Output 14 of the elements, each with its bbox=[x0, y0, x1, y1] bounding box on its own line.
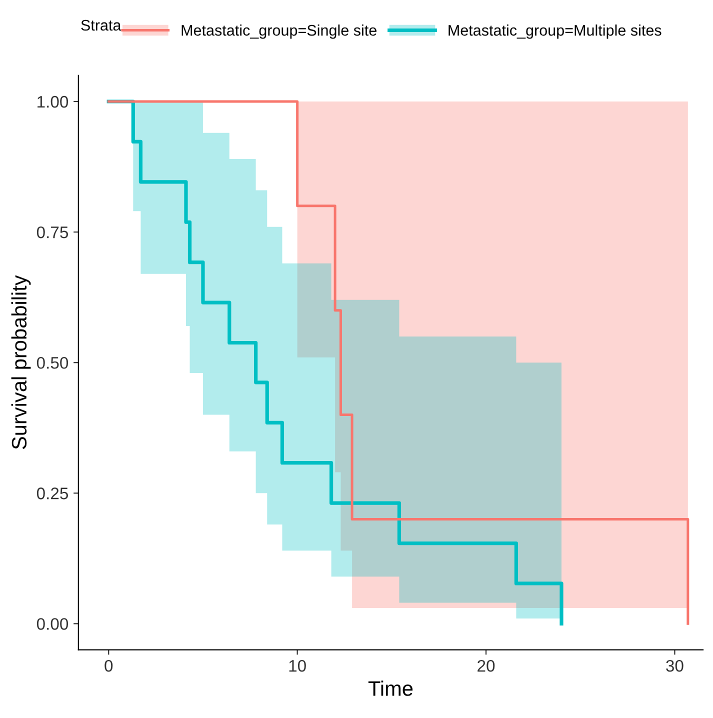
x-axis-title: Time bbox=[368, 680, 413, 696]
legend-title: Strata bbox=[81, 20, 122, 31]
y-tick-label: 0.50 bbox=[36, 356, 68, 369]
y-tick-label: 1.00 bbox=[38, 96, 68, 108]
x-tick-label: 10 bbox=[289, 660, 306, 672]
legend-label: Metastatic_group=Multiple sites bbox=[448, 24, 662, 39]
y-tick-label: 0.75 bbox=[36, 226, 68, 238]
y-tick-label: 0.00 bbox=[36, 618, 68, 630]
legend-label: Metastatic_group=Single site bbox=[182, 24, 376, 39]
x-tick-label: 30 bbox=[666, 660, 684, 672]
x-tick-label: 20 bbox=[478, 660, 495, 672]
x-tick-label: 0 bbox=[104, 660, 113, 672]
y-axis-title: Survival probability bbox=[11, 275, 31, 450]
y-tick-label: 0.25 bbox=[36, 488, 68, 500]
